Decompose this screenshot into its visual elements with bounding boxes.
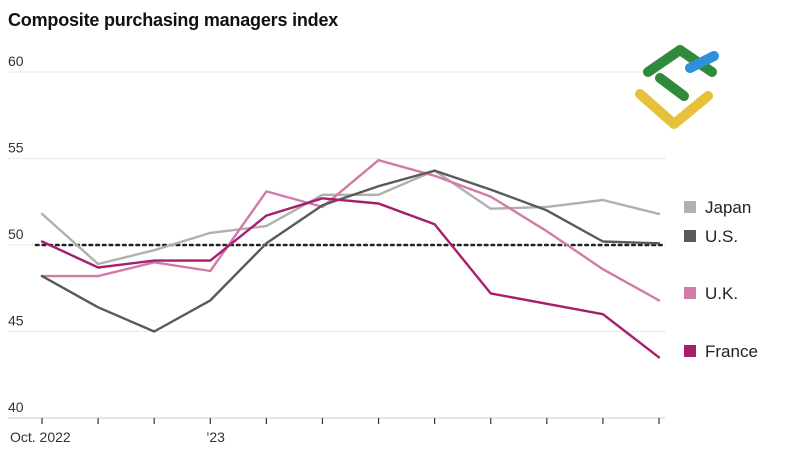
y-tick-label-55: 55 <box>8 140 24 156</box>
grid-layer <box>8 71 665 332</box>
chart-title: Composite purchasing managers index <box>8 10 339 30</box>
legend-label-france: France <box>705 342 758 361</box>
legend-swatch-us <box>684 230 696 242</box>
brand-logo <box>635 45 719 129</box>
axis-layer: 40 45 50 55 60 Oct. 2022 ’23 <box>8 53 665 445</box>
series-line-france <box>40 197 661 359</box>
series-layer <box>40 158 661 359</box>
legend-swatch-france <box>684 345 696 357</box>
series-line-us <box>40 169 661 333</box>
y-tick-label-40: 40 <box>8 399 24 415</box>
series-line-uk <box>40 158 661 302</box>
x-tick-label-3: ’23 <box>206 429 225 445</box>
y-tick-label-50: 50 <box>8 226 24 242</box>
legend-swatch-japan <box>684 201 696 213</box>
x-tick-label-0: Oct. 2022 <box>10 429 71 445</box>
legend-swatch-uk <box>684 287 696 299</box>
legend-layer: Japan U.S. U.K. France <box>684 198 758 361</box>
y-tick-label-45: 45 <box>8 313 24 329</box>
legend-label-uk: U.K. <box>705 284 738 303</box>
legend-label-us: U.S. <box>705 227 738 246</box>
legend-label-japan: Japan <box>705 198 751 217</box>
y-tick-label-60: 60 <box>8 53 24 69</box>
